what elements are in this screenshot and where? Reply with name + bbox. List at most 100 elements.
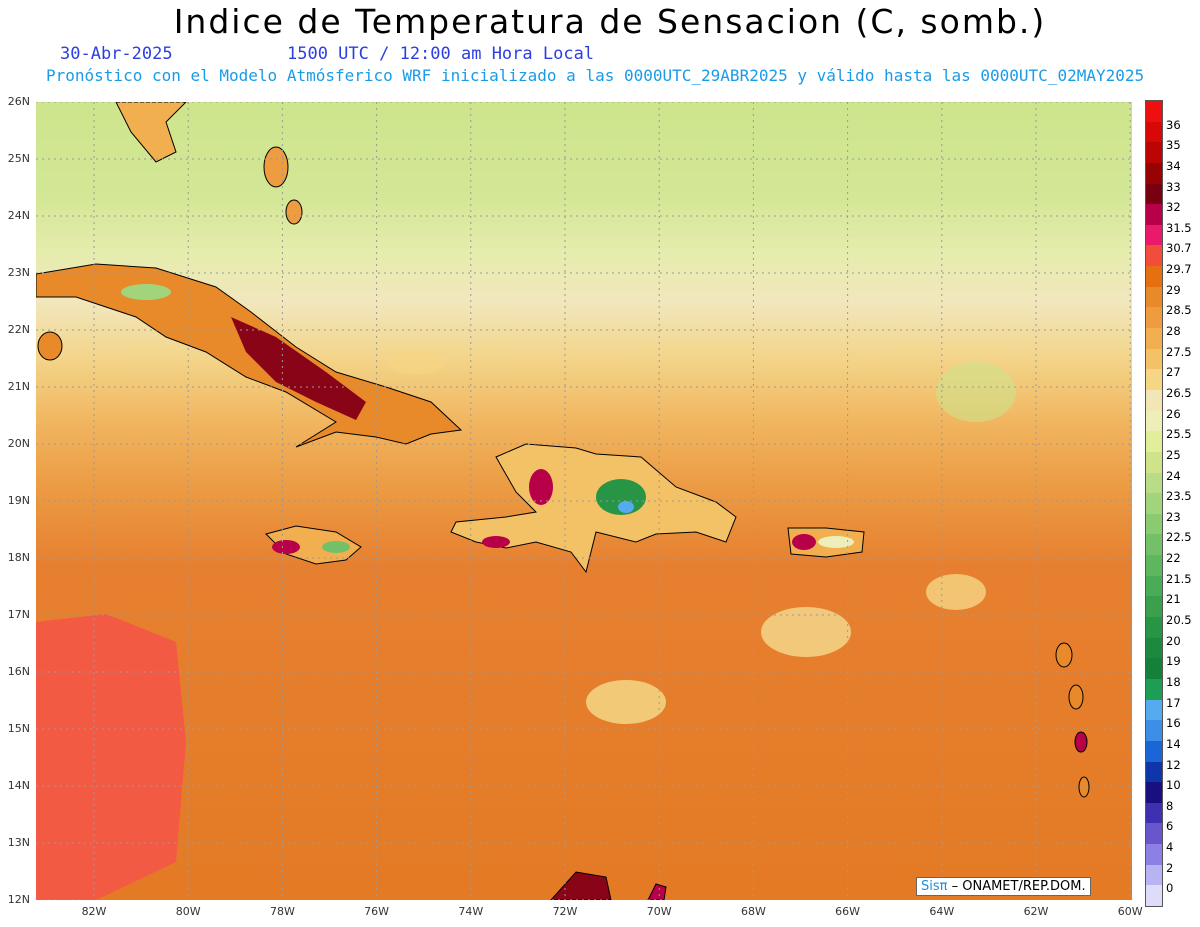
lon-label: 64W xyxy=(929,905,955,918)
colorbar-label: 29 xyxy=(1166,282,1181,297)
colorbar-label: 35 xyxy=(1166,138,1181,153)
colorbar-segment xyxy=(1146,802,1162,824)
credit-box: Sisπ – ONAMET/REP.DOM. xyxy=(916,877,1091,896)
cuba-hot-core xyxy=(231,317,366,420)
colorbar-segment xyxy=(1146,245,1162,267)
sispi-logo: Sisπ xyxy=(921,879,948,894)
colorbar-label: 28 xyxy=(1166,324,1181,339)
colorbar-segment xyxy=(1146,555,1162,577)
colorbar-label: 36 xyxy=(1166,117,1181,132)
lon-label: 60W xyxy=(1117,905,1143,918)
colorbar-label: 6 xyxy=(1166,819,1174,834)
lat-label: 15N xyxy=(7,722,30,735)
colorbar-label: 25 xyxy=(1166,447,1181,462)
colorbar-segment xyxy=(1146,121,1162,143)
florida-tip xyxy=(115,102,187,163)
lat-label: 23N xyxy=(7,266,30,279)
colorbar-label: 23 xyxy=(1166,509,1181,524)
lon-label: 78W xyxy=(269,905,295,918)
lat-label: 26N xyxy=(7,95,30,108)
lon-label: 68W xyxy=(740,905,766,918)
colorbar-segment xyxy=(1146,699,1162,721)
lon-label: 62W xyxy=(1023,905,1049,918)
lat-label: 22N xyxy=(7,323,30,336)
temperature-colorbar xyxy=(1145,100,1163,907)
colorbar-segment xyxy=(1146,720,1162,742)
colorbar-segment xyxy=(1146,740,1162,762)
lat-label: 12N xyxy=(7,893,30,906)
colorbar-label: 30.7 xyxy=(1166,241,1192,256)
colorbar-segment xyxy=(1146,617,1162,639)
lon-label: 82W xyxy=(81,905,107,918)
lat-label: 16N xyxy=(7,665,30,678)
lon-label: 72W xyxy=(552,905,578,918)
credit-text: – ONAMET/REP.DOM. xyxy=(947,879,1086,894)
model-description: Pronóstico con el Modelo Atmósferico WRF… xyxy=(46,66,1145,85)
colorbar-segment xyxy=(1146,328,1162,350)
colorbar-label: 31.5 xyxy=(1166,220,1192,235)
jamaica-landmass xyxy=(265,525,362,565)
forecast-time: 1500 UTC / 12:00 am Hora Local xyxy=(287,44,595,64)
colorbar-segment xyxy=(1146,823,1162,845)
colorbar-segment xyxy=(1146,885,1162,907)
colorbar-segment xyxy=(1146,637,1162,659)
colorbar-segment xyxy=(1146,864,1162,886)
colorbar-segment xyxy=(1146,162,1162,185)
colorbar-segment xyxy=(1146,348,1162,370)
lon-label: 70W xyxy=(646,905,672,918)
lon-label: 66W xyxy=(835,905,861,918)
colorbar-label: 19 xyxy=(1166,654,1181,669)
colorbar-segment xyxy=(1146,224,1162,246)
colorbar-segment xyxy=(1146,307,1162,329)
lat-label: 17N xyxy=(7,608,30,621)
colorbar-segment xyxy=(1146,204,1162,226)
colorbar-label: 27 xyxy=(1166,365,1181,380)
colorbar-label: 25.5 xyxy=(1166,427,1192,442)
colorbar-label: 26.5 xyxy=(1166,385,1192,400)
map-title: Indice de Temperatura de Sensacion (C, s… xyxy=(173,2,1047,41)
colorbar-label: 12 xyxy=(1166,757,1181,772)
colorbar-segment xyxy=(1146,101,1162,123)
lon-label: 76W xyxy=(364,905,390,918)
colorbar-label: 4 xyxy=(1166,840,1174,855)
colorbar-label: 20.5 xyxy=(1166,613,1192,628)
colorbar-label: 0 xyxy=(1166,881,1174,896)
colorbar-segment xyxy=(1146,451,1162,474)
lat-label: 13N xyxy=(7,836,30,849)
lat-label: 21N xyxy=(7,380,30,393)
colorbar-segment xyxy=(1146,410,1162,432)
colorbar-label: 10 xyxy=(1166,778,1181,793)
colorbar-label: 2 xyxy=(1166,860,1174,875)
colorbar-segment xyxy=(1146,431,1162,453)
lat-label: 24N xyxy=(7,209,30,222)
colorbar-label: 20 xyxy=(1166,633,1181,648)
colorbar-label: 32 xyxy=(1166,200,1181,215)
colorbar-segment xyxy=(1146,472,1162,494)
colorbar-label: 18 xyxy=(1166,674,1181,689)
colorbar-label: 33 xyxy=(1166,179,1181,194)
colorbar-segment xyxy=(1146,534,1162,556)
colorbar-segment xyxy=(1146,513,1162,535)
lat-label: 14N xyxy=(7,779,30,792)
colorbar-segment xyxy=(1146,266,1162,288)
colorbar-segment xyxy=(1146,493,1162,515)
colorbar-label: 14 xyxy=(1166,736,1181,751)
colorbar-segment xyxy=(1146,844,1162,866)
lon-label: 74W xyxy=(458,905,484,918)
lat-label: 20N xyxy=(7,437,30,450)
heat-index-map xyxy=(36,102,1132,900)
forecast-date: 30-Abr-2025 xyxy=(60,44,173,64)
venezuela-coast xyxy=(550,871,612,900)
colorbar-segment xyxy=(1146,183,1162,205)
colorbar-label: 22 xyxy=(1166,551,1181,566)
colorbar-label: 26 xyxy=(1166,406,1181,421)
colorbar-label: 8 xyxy=(1166,798,1174,813)
colorbar-segment xyxy=(1146,782,1162,804)
colorbar-segment xyxy=(1146,678,1162,701)
colorbar-label: 28.5 xyxy=(1166,303,1192,318)
colorbar-segment xyxy=(1146,761,1162,783)
colorbar-label: 16 xyxy=(1166,716,1181,731)
lat-label: 25N xyxy=(7,152,30,165)
colorbar-label: 34 xyxy=(1166,158,1181,173)
colorbar-label: 29.7 xyxy=(1166,262,1192,277)
